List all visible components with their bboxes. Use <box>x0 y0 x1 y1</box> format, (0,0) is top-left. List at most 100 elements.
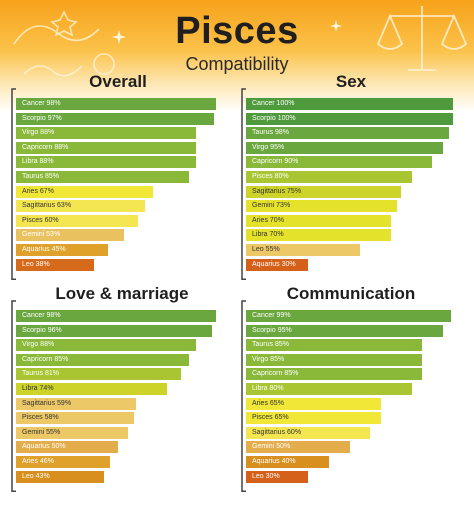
bar-value: 85 <box>54 355 63 363</box>
bar-label: Virgo <box>22 129 39 137</box>
bar-aquarius: Aquarius 40% <box>246 456 329 468</box>
page-subtitle: Compatibility <box>185 54 289 74</box>
bar-virgo: Virgo 88% <box>16 339 196 352</box>
bar-capricorn: Capricorn 90% <box>246 156 433 169</box>
bar-label: Pisces <box>22 216 43 224</box>
bar-taurus: Taurus 98% <box>246 127 449 140</box>
sparkle-icon <box>330 20 342 32</box>
bar-value: 50 <box>276 443 284 451</box>
bar-value: 98 <box>274 129 283 137</box>
bar-percent-sign: % <box>64 202 72 210</box>
bar-percent-sign: % <box>59 246 66 253</box>
bar-percent-sign: % <box>53 231 61 239</box>
bar-value: 85 <box>274 341 283 349</box>
bar-value: 60 <box>287 428 295 436</box>
bar-value: 55 <box>46 428 54 436</box>
bar-percent-sign: % <box>277 231 284 239</box>
bar-percent-sign: % <box>284 312 291 319</box>
bar-value: 74 <box>39 385 48 392</box>
bar-percent-sign: % <box>43 260 50 268</box>
bar-percent-sign: % <box>277 385 284 392</box>
bar-value: 59 <box>57 399 65 407</box>
bar-label: Aquarius <box>22 443 50 451</box>
bar-value: 100 <box>276 100 289 107</box>
bar-label: Aquarius <box>252 260 280 268</box>
bar-percent-sign: % <box>53 428 61 436</box>
bar-percent-sign: % <box>64 399 72 407</box>
bar-scorpio: Scorpio 97% <box>16 112 214 125</box>
bar-label: Taurus <box>252 129 274 137</box>
bar-label: Gemini <box>22 428 45 436</box>
panel-bracket <box>241 300 246 492</box>
bar-value: 98 <box>46 312 55 319</box>
bar-percent-sign: % <box>277 216 284 224</box>
bar-pisces: Pisces 60% <box>16 214 139 227</box>
bar-value: 88 <box>40 341 48 349</box>
bar-percent-sign: % <box>289 260 296 268</box>
bar-percent-sign: % <box>55 114 62 122</box>
bar-virgo: Virgo 85% <box>246 353 422 366</box>
bar-percent-sign: % <box>285 326 292 334</box>
bar-percent-sign: % <box>288 100 295 107</box>
bar-label: Sagittarius <box>252 428 286 436</box>
bar-scorpio: Scorpio 100% <box>246 112 453 125</box>
bar-virgo: Virgo 88% <box>16 127 196 140</box>
bar-percent-sign: % <box>277 355 285 363</box>
bar-value: 80 <box>269 385 278 392</box>
bar-value: 73 <box>276 202 284 210</box>
bar-gemini: Gemini 53% <box>16 229 125 242</box>
bar-value: 85 <box>284 370 293 378</box>
bar-label: Taurus <box>22 173 44 180</box>
bar-percent-sign: % <box>47 385 54 392</box>
bar-percent-sign: % <box>282 341 289 349</box>
bar-virgo: Virgo 95% <box>246 141 443 154</box>
bar-pisces: Pisces 80% <box>246 171 412 183</box>
bar-label: Sagittarius <box>22 202 56 210</box>
bar-label: Aries <box>252 216 268 224</box>
bar-libra: Libra 80% <box>246 383 412 395</box>
bar-label: Taurus <box>252 341 274 349</box>
bar-label: Virgo <box>22 341 39 349</box>
bar-label: Leo <box>22 472 34 480</box>
bar-aquarius: Aquarius 45% <box>16 244 108 256</box>
bar-label: Aquarius <box>252 458 280 465</box>
bar-libra: Libra 88% <box>16 156 196 169</box>
bar-percent-sign: % <box>55 326 62 334</box>
bar-percent-sign: % <box>47 187 54 195</box>
bar-label: Gemini <box>22 231 45 239</box>
bar-pisces: Pisces 58% <box>16 412 135 425</box>
bar-label: Cancer <box>252 100 275 107</box>
bar-value: 70 <box>269 216 278 224</box>
bar-taurus: Taurus 81% <box>16 368 182 381</box>
bar-value: 30 <box>281 260 290 268</box>
bar-aries: Aries 65% <box>246 397 381 410</box>
bar-sagittarius: Sagittarius 75% <box>246 185 402 198</box>
bar-label: Aquarius <box>22 246 50 253</box>
chart-title: Communication <box>286 284 416 303</box>
bar-percent-sign: % <box>52 173 59 180</box>
zodiac-doodle-left-icon <box>13 10 115 77</box>
bar-value: 30 <box>265 472 274 480</box>
bar-label: Gemini <box>252 202 275 210</box>
bar-label: Cancer <box>22 312 45 319</box>
bar-value: 99 <box>276 312 285 319</box>
bar-gemini: Gemini 55% <box>16 426 129 439</box>
bar-percent-sign: % <box>47 158 54 166</box>
bar-value: 53 <box>46 231 54 239</box>
bar-percent-sign: % <box>277 399 284 407</box>
bar-value: 88 <box>40 129 48 137</box>
bar-value: 40 <box>281 458 290 465</box>
bar-gemini: Gemini 50% <box>246 441 350 454</box>
bar-label: Gemini <box>252 443 275 451</box>
bar-percent-sign: % <box>294 187 302 195</box>
bar-value: 38 <box>35 260 44 268</box>
bar-label: Aries <box>22 458 38 465</box>
bar-label: Taurus <box>22 370 44 378</box>
panel-bracket <box>11 300 16 492</box>
bar-value: 70 <box>269 231 278 239</box>
bar-sagittarius: Sagittarius 59% <box>16 397 137 410</box>
panel-bracket <box>241 88 246 280</box>
bar-label: Pisces <box>252 414 273 422</box>
bar-value: 65 <box>274 414 283 422</box>
bar-percent-sign: % <box>43 472 50 480</box>
